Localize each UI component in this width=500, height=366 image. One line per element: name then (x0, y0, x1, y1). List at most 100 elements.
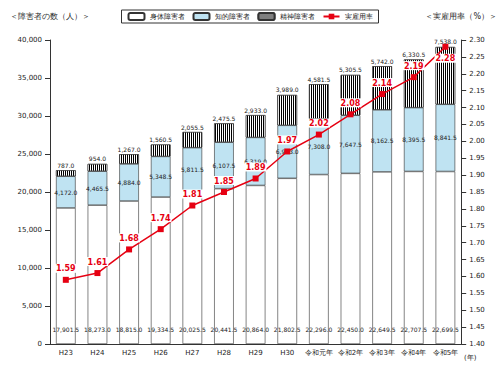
svg-text:2,055.5: 2,055.5 (181, 124, 204, 131)
svg-text:20,441.5: 20,441.5 (211, 326, 238, 333)
svg-text:1.45: 1.45 (469, 323, 485, 331)
svg-text:1,267.0: 1,267.0 (118, 146, 141, 153)
svg-text:1.74: 1.74 (151, 214, 171, 223)
svg-text:18,815.0: 18,815.0 (116, 326, 143, 333)
svg-text:6,107.5: 6,107.5 (213, 162, 236, 169)
svg-text:2,475.5: 2,475.5 (213, 115, 236, 122)
svg-text:H25: H25 (122, 349, 136, 357)
svg-text:1,560.5: 1,560.5 (149, 136, 172, 143)
svg-text:22,649.5: 22,649.5 (369, 326, 396, 333)
svg-text:＜障害者の数（人）＞: ＜障害者の数（人）＞ (10, 12, 90, 21)
svg-text:1.40: 1.40 (469, 340, 485, 348)
svg-text:4,172.0: 4,172.0 (54, 189, 77, 196)
svg-text:H29: H29 (249, 349, 263, 357)
svg-text:5,305.5: 5,305.5 (339, 66, 362, 73)
svg-text:2.10: 2.10 (469, 104, 485, 112)
svg-text:1.80: 1.80 (469, 205, 485, 213)
svg-text:2.28: 2.28 (436, 54, 456, 63)
svg-text:2.00: 2.00 (469, 137, 485, 145)
svg-text:5,000: 5,000 (22, 302, 42, 310)
svg-text:40,000: 40,000 (18, 36, 43, 44)
svg-text:4,465.5: 4,465.5 (86, 185, 109, 192)
svg-text:2.15: 2.15 (469, 87, 485, 95)
svg-text:19,334.5: 19,334.5 (147, 326, 174, 333)
svg-text:787.0: 787.0 (57, 162, 74, 169)
svg-text:18,273.0: 18,273.0 (84, 326, 111, 333)
svg-text:954.0: 954.0 (89, 155, 106, 162)
svg-text:25,000: 25,000 (18, 150, 43, 158)
svg-text:8,395.5: 8,395.5 (402, 136, 425, 143)
svg-text:2.05: 2.05 (469, 120, 485, 128)
svg-text:2.14: 2.14 (372, 79, 392, 88)
svg-text:1.65: 1.65 (469, 256, 485, 264)
svg-text:1.59: 1.59 (56, 264, 76, 273)
svg-text:1.85: 1.85 (469, 188, 485, 196)
svg-text:2.30: 2.30 (469, 36, 485, 44)
svg-text:2.20: 2.20 (469, 70, 485, 78)
svg-text:3,989.0: 3,989.0 (276, 86, 299, 93)
svg-text:4,884.0: 4,884.0 (118, 179, 141, 186)
svg-text:令和2年: 令和2年 (338, 349, 363, 357)
svg-text:1.55: 1.55 (469, 289, 485, 297)
svg-text:8,162.5: 8,162.5 (371, 137, 394, 144)
svg-text:1.95: 1.95 (469, 154, 485, 162)
svg-text:7,308.0: 7,308.0 (307, 143, 330, 150)
svg-text:知的障害者: 知的障害者 (215, 13, 250, 21)
svg-text:H24: H24 (90, 349, 105, 357)
svg-text:7,647.5: 7,647.5 (339, 141, 362, 148)
svg-text:精神障害者: 精神障害者 (280, 13, 315, 21)
svg-text:1.89: 1.89 (246, 163, 266, 172)
svg-text:1.60: 1.60 (469, 272, 485, 280)
svg-text:H30: H30 (280, 349, 294, 357)
svg-text:6,319.0: 6,319.0 (244, 157, 268, 165)
svg-text:令和3年: 令和3年 (369, 349, 394, 357)
svg-text:＜実雇用率（%）＞: ＜実雇用率（%）＞ (425, 12, 497, 21)
svg-text:0: 0 (38, 340, 42, 348)
svg-text:1.68: 1.68 (119, 234, 139, 243)
svg-text:2.25: 2.25 (469, 53, 485, 61)
svg-text:2.02: 2.02 (309, 119, 329, 128)
svg-text:5,811.5: 5,811.5 (181, 166, 204, 173)
svg-text:35,000: 35,000 (18, 74, 43, 82)
svg-text:H26: H26 (154, 349, 169, 357)
svg-text:20,025.5: 20,025.5 (179, 326, 206, 333)
svg-text:22,707.5: 22,707.5 (400, 326, 427, 333)
svg-text:身体障害者: 身体障害者 (150, 13, 185, 21)
svg-text:1.61: 1.61 (88, 258, 108, 267)
svg-text:15,000: 15,000 (18, 226, 43, 234)
svg-text:22,699.5: 22,699.5 (432, 326, 459, 333)
svg-text:22,450.0: 22,450.0 (337, 326, 364, 333)
svg-text:20,864.0: 20,864.0 (242, 326, 269, 333)
svg-text:6,973.0: 6,973.0 (276, 148, 299, 155)
svg-text:実雇用率: 実雇用率 (345, 13, 373, 21)
svg-text:H23: H23 (59, 349, 73, 357)
svg-text:令和元年: 令和元年 (305, 349, 333, 357)
svg-text:1.50: 1.50 (469, 306, 485, 314)
svg-text:10,000: 10,000 (18, 264, 43, 272)
svg-text:(年): (年) (464, 354, 477, 362)
svg-text:5,348.5: 5,348.5 (149, 173, 172, 180)
svg-text:令和5年: 令和5年 (433, 349, 458, 357)
svg-text:1.85: 1.85 (214, 177, 234, 186)
svg-text:1.81: 1.81 (182, 190, 202, 199)
svg-text:20,000: 20,000 (18, 188, 43, 196)
svg-text:17,901.5: 17,901.5 (52, 326, 79, 333)
svg-text:1.70: 1.70 (469, 239, 485, 247)
svg-text:21,802.5: 21,802.5 (274, 326, 301, 333)
svg-text:1.97: 1.97 (277, 136, 297, 145)
svg-text:22,296.0: 22,296.0 (306, 326, 333, 333)
svg-text:4,581.5: 4,581.5 (307, 76, 330, 83)
svg-text:1.75: 1.75 (469, 222, 485, 230)
svg-text:H28: H28 (217, 349, 231, 357)
svg-text:2.19: 2.19 (404, 62, 424, 71)
svg-text:7,538.0: 7,538.0 (433, 38, 457, 46)
svg-text:1.90: 1.90 (469, 171, 485, 179)
svg-text:5,742.0: 5,742.0 (371, 58, 394, 65)
svg-text:8,841.5: 8,841.5 (434, 134, 457, 141)
svg-text:30,000: 30,000 (18, 112, 43, 120)
svg-text:6,330.5: 6,330.5 (402, 51, 425, 58)
svg-text:2.08: 2.08 (341, 99, 361, 108)
svg-text:令和4年: 令和4年 (401, 349, 426, 357)
svg-text:2,933.0: 2,933.0 (244, 107, 267, 114)
svg-text:H27: H27 (185, 349, 199, 357)
